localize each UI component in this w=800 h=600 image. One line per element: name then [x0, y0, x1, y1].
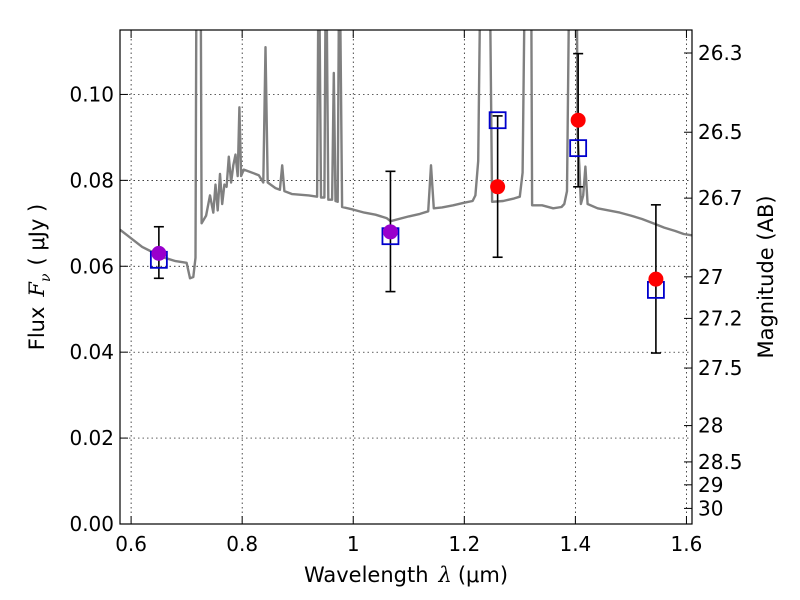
y-tick-label: 0.08 [69, 168, 114, 192]
magnitude-tick-label: 28.5 [698, 450, 743, 474]
magnitude-tick-label: 26.3 [698, 41, 743, 65]
magnitude-tick-label: 27.2 [698, 306, 743, 330]
y-axis-label: FluxFν( μJy ) [25, 204, 54, 350]
x-tick-label: 1.6 [671, 532, 703, 556]
x-tick-label: 1.2 [448, 532, 480, 556]
x-tick-label: 0.6 [115, 532, 147, 556]
y2-axis-label: Magnitude (AB) [754, 195, 778, 358]
ticks [120, 30, 692, 525]
observed-point [648, 271, 664, 287]
observed-point [490, 179, 506, 195]
magnitude-tick-label: 28 [698, 414, 723, 438]
y-tick-label: 0.00 [69, 512, 114, 536]
magnitude-tick-label: 27.5 [698, 356, 743, 380]
magnitude-tick-label: 27 [698, 265, 723, 289]
sed-model-line [120, 30, 692, 280]
model-point [488, 111, 507, 130]
model-point [569, 139, 588, 158]
observed-point [151, 245, 167, 261]
sed-layer [120, 30, 692, 280]
y-tick-label: 0.06 [69, 254, 114, 278]
observed-layer [151, 112, 664, 287]
y-tick-label: 0.10 [69, 82, 114, 106]
magnitude-tick-label: 30 [698, 496, 723, 520]
x-tick-label: 0.8 [226, 532, 258, 556]
magnitude-tick-label: 29 [698, 473, 723, 497]
x-axis-label: Wavelength λ (μm) [304, 563, 508, 587]
y-tick-label: 0.02 [69, 426, 114, 450]
x-tick-label: 1.4 [559, 532, 591, 556]
y-tick-labels: 0.00 0.02 0.04 0.06 0.08 0.10 [69, 82, 114, 536]
x-tick-label: 1 [347, 532, 360, 556]
observed-point [382, 224, 398, 240]
observed-point [570, 112, 586, 128]
magnitude-tick-label: 26.5 [698, 120, 743, 144]
magnitude-tick-label: 26.7 [698, 186, 743, 210]
x-tick-labels: 0.6 0.8 1 1.2 1.4 1.6 [115, 532, 702, 556]
y-tick-label: 0.04 [69, 340, 114, 364]
